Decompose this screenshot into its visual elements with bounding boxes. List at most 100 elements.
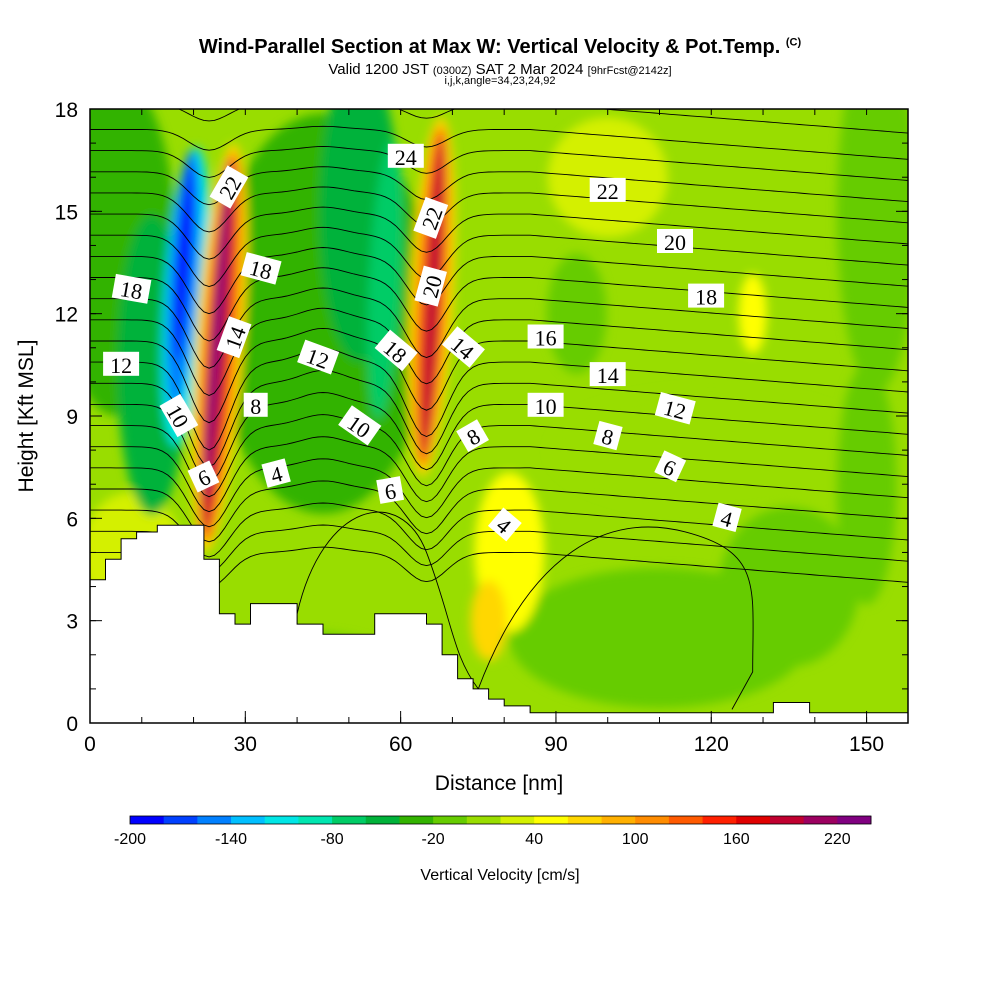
contour-label-text: 8 bbox=[250, 394, 261, 419]
colorbar-swatch bbox=[668, 816, 703, 824]
colorbar-swatch bbox=[433, 816, 468, 824]
contour-label: 6 bbox=[187, 460, 220, 493]
colorbar-swatch bbox=[635, 816, 670, 824]
contour-labels: 1812106221418841210186242220148416102214… bbox=[103, 143, 742, 542]
contour-label: 20 bbox=[657, 229, 693, 255]
colorbar-swatch bbox=[702, 816, 737, 824]
colorbar: -200 -140 -80 -20 40 100 160 220 bbox=[114, 815, 872, 848]
isentrope-line bbox=[90, 267, 908, 342]
contour-label-box bbox=[159, 393, 199, 438]
valid-prefix: Valid 1200 JST bbox=[328, 61, 429, 78]
field-patch bbox=[470, 580, 507, 661]
contour-label-text: 14 bbox=[597, 363, 619, 388]
contour-label: 10 bbox=[527, 392, 564, 419]
terrain-mask bbox=[89, 524, 909, 724]
colorbar-swatch bbox=[298, 816, 333, 824]
isentrope-line bbox=[90, 247, 908, 315]
isentrope-line bbox=[90, 74, 908, 107]
field-patch bbox=[547, 117, 668, 238]
isentrope-line bbox=[90, 414, 908, 498]
y-axis-label: Height [Kft MSL] bbox=[15, 340, 38, 493]
colorbar-tick-label: 160 bbox=[723, 831, 750, 848]
y-tick-label: 3 bbox=[66, 611, 78, 634]
contour-label-text: 24 bbox=[395, 145, 417, 170]
contour-label-box bbox=[103, 351, 140, 376]
field-patch bbox=[738, 273, 767, 354]
colorbar-swatch bbox=[399, 816, 434, 824]
chart-title: Wind-Parallel Section at Max W: Vertical… bbox=[0, 36, 1000, 59]
colorbar-tick-label: 220 bbox=[824, 831, 851, 848]
contour-label: 6 bbox=[654, 450, 687, 483]
chart-subtitle: Valid 1200 JST (0300Z) SAT 2 Mar 2024 [9… bbox=[0, 61, 1000, 78]
isentrope-line bbox=[90, 0, 908, 2]
grid-indices: i,j,k,angle=34,23,24,92 bbox=[444, 75, 556, 87]
contour-label: 22 bbox=[209, 165, 249, 209]
contour-label: 8 bbox=[593, 420, 623, 450]
isentrope-line bbox=[90, 22, 908, 55]
isentrope-line bbox=[90, 186, 908, 233]
terrain bbox=[89, 524, 909, 724]
x-tick-label: 0 bbox=[84, 733, 96, 756]
contour-label: 6 bbox=[376, 476, 405, 505]
contour-label: 18 bbox=[111, 273, 152, 305]
contour-label-text: 18 bbox=[118, 276, 144, 304]
contour-label-box bbox=[243, 392, 268, 417]
field-patch bbox=[546, 253, 607, 374]
x-tick-label: 120 bbox=[694, 733, 729, 756]
contour-label: 12 bbox=[654, 391, 696, 425]
colorbar-swatch bbox=[197, 816, 232, 824]
colorbar-label: Vertical Velocity [cm/s] bbox=[420, 867, 579, 884]
contour-label-box bbox=[376, 476, 405, 504]
contour-label-box bbox=[413, 196, 449, 239]
contour-label: 8 bbox=[243, 392, 268, 419]
contour-label-box bbox=[338, 405, 382, 446]
isentrope-line bbox=[177, 109, 908, 134]
contour-label-box bbox=[414, 265, 447, 307]
valid-utc: (0300Z) bbox=[432, 65, 472, 77]
title-text: Wind-Parallel Section at Max W: Vertical… bbox=[198, 36, 781, 58]
x-tick-label: 150 bbox=[849, 733, 884, 756]
colorbar-swatch bbox=[803, 816, 838, 824]
contour-label-text: 10 bbox=[535, 394, 557, 419]
isentrope-line bbox=[90, 392, 908, 483]
contour-label: 22 bbox=[589, 177, 626, 204]
x-tick-label: 30 bbox=[234, 733, 257, 756]
contour-label-box bbox=[654, 391, 696, 425]
isentrope-line bbox=[90, 0, 908, 28]
colorbar-swatch bbox=[601, 816, 636, 824]
contour-label-box bbox=[527, 324, 564, 349]
contour-label-text: 22 bbox=[597, 179, 619, 204]
y-tick-label: 6 bbox=[66, 508, 78, 531]
isentrope-line bbox=[90, 307, 908, 396]
contour-label-box bbox=[589, 177, 626, 202]
contour-label: 4 bbox=[261, 458, 291, 488]
contour-label-text: 18 bbox=[695, 285, 717, 310]
contour-label-box bbox=[297, 339, 340, 375]
contour-label-box bbox=[527, 392, 564, 417]
x-tick-label: 60 bbox=[389, 733, 412, 756]
isentrope-line bbox=[90, 125, 908, 160]
contour-label-box bbox=[589, 362, 626, 387]
y-tick-label: 18 bbox=[55, 99, 78, 122]
contour-label-box bbox=[387, 143, 424, 168]
isentrope-line bbox=[90, 348, 908, 451]
isentrope-line bbox=[90, 226, 908, 287]
isentrope-line bbox=[90, 502, 908, 558]
contour-label-box bbox=[216, 316, 252, 359]
colorbar-frame bbox=[129, 815, 872, 825]
contour-label-box bbox=[209, 165, 249, 209]
y-tick-label: 12 bbox=[55, 304, 78, 327]
axes: 0 30 60 90 120 150 0 3 6 9 12 15 18 bbox=[55, 99, 908, 756]
field-patch bbox=[836, 364, 897, 605]
field-patch bbox=[551, 390, 872, 511]
isentrope-line bbox=[90, 369, 908, 468]
colorbar-swatch bbox=[231, 816, 266, 824]
isentrope-line bbox=[90, 546, 908, 588]
contour-label-box bbox=[441, 326, 485, 368]
colorbar-swatch bbox=[500, 816, 535, 824]
contour-label: 20 bbox=[414, 265, 447, 307]
isentrope-line bbox=[90, 458, 908, 528]
forecast-tag: [9hrFcst@2142z] bbox=[587, 65, 672, 77]
colorbar-tick-label: -140 bbox=[215, 831, 247, 848]
contour-label-box bbox=[657, 229, 693, 253]
